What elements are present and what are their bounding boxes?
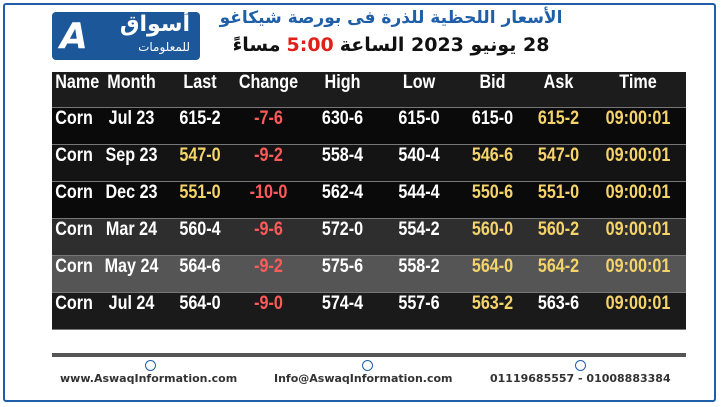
column-header: Low <box>402 72 436 93</box>
cell: 558-2 <box>398 256 440 277</box>
cell: -7-6 <box>254 108 283 129</box>
logo-sub: للمعلومات <box>138 40 190 54</box>
cell: 563-6 <box>537 293 580 314</box>
row-background <box>52 145 686 182</box>
cell: 550-6 <box>471 182 514 203</box>
cell: -9-2 <box>254 256 283 277</box>
phone: 01119685557 - 01008883384 <box>490 372 671 385</box>
column-header: High <box>324 72 361 93</box>
row-background <box>52 256 686 293</box>
logo-name: أسواق <box>119 12 190 37</box>
cell: 563-2 <box>471 293 514 314</box>
cell: Corn <box>55 219 93 240</box>
cell: 547-0 <box>179 145 221 166</box>
email: Info@AswaqInformation.com <box>274 372 453 385</box>
cell: Dec 23 <box>105 182 158 203</box>
cell: 630-6 <box>321 108 364 129</box>
cell: 615-2 <box>179 108 221 129</box>
cell: 564-2 <box>537 256 580 277</box>
cell: 554-2 <box>398 219 440 240</box>
column-header: Ask <box>543 72 574 93</box>
logo: A أسواق للمعلومات <box>52 12 200 60</box>
cell: Corn <box>55 108 93 129</box>
cell: 560-0 <box>471 219 514 240</box>
row-background <box>52 108 686 145</box>
cell: 551-0 <box>179 182 221 203</box>
cell: 615-2 <box>537 108 580 129</box>
row-background <box>52 219 686 256</box>
subtitle-part: مساءً <box>232 34 281 56</box>
cell: Sep 23 <box>105 145 158 166</box>
cell: May 24 <box>104 256 159 277</box>
cell: 540-4 <box>398 145 440 166</box>
cell: Jul 24 <box>108 293 155 314</box>
cell: 615-0 <box>398 108 440 129</box>
logo-icon: A <box>60 16 88 57</box>
cell: 564-6 <box>179 256 221 277</box>
cell: 546-6 <box>471 145 514 166</box>
cell: -9-2 <box>254 145 283 166</box>
cell: -10-0 <box>249 182 288 203</box>
cell: -9-6 <box>254 219 283 240</box>
cell: 544-4 <box>398 182 440 203</box>
subtitle: 28 يونيو 2023 الساعة5:00مساءً <box>191 34 591 56</box>
title: الأسعار اللحظية للذرة فى بورصة شيكاغو <box>219 8 563 28</box>
cell: 558-4 <box>321 145 364 166</box>
cell: 574-4 <box>321 293 364 314</box>
column-header: Name <box>55 72 100 93</box>
cell: 09:00:01 <box>605 145 671 166</box>
cell: 09:00:01 <box>605 256 671 277</box>
cell: -9-0 <box>254 293 283 314</box>
subtitle-part: 28 يونيو 2023 الساعة <box>339 34 550 56</box>
cell: Corn <box>55 182 93 203</box>
website: www.AswaqInformation.com <box>60 372 238 385</box>
column-header: Month <box>107 72 156 93</box>
footer-line <box>52 353 686 357</box>
cell: 557-6 <box>398 293 440 314</box>
cell: 09:00:01 <box>605 182 671 203</box>
cell: 09:00:01 <box>605 219 671 240</box>
cell: 572-0 <box>321 219 364 240</box>
column-header: Change <box>238 72 299 93</box>
column-header: Last <box>183 72 217 93</box>
cell: Corn <box>55 293 93 314</box>
cell: 547-0 <box>537 145 580 166</box>
row-background <box>52 293 686 330</box>
cell: 560-2 <box>537 219 580 240</box>
cell: Corn <box>55 145 93 166</box>
cell: 562-4 <box>321 182 364 203</box>
cell: 09:00:01 <box>605 108 671 129</box>
cell: 575-6 <box>321 256 364 277</box>
row-background <box>52 182 686 219</box>
cell: Corn <box>55 256 93 277</box>
web-icon <box>145 360 156 371</box>
cell: 564-0 <box>179 293 221 314</box>
subtitle-part: 5:00 <box>286 34 334 56</box>
column-header: Time <box>619 72 657 93</box>
cell: 564-0 <box>471 256 514 277</box>
frame <box>3 3 716 402</box>
phone-icon <box>575 360 586 371</box>
cell: 615-0 <box>471 108 514 129</box>
cell: Jul 23 <box>108 108 155 129</box>
header-row <box>52 72 686 108</box>
cell: 560-4 <box>179 219 221 240</box>
cell: 551-0 <box>537 182 580 203</box>
cell: 09:00:01 <box>605 293 671 314</box>
mail-icon <box>362 360 373 371</box>
cell: Mar 24 <box>105 219 158 240</box>
column-header: Bid <box>479 72 506 93</box>
